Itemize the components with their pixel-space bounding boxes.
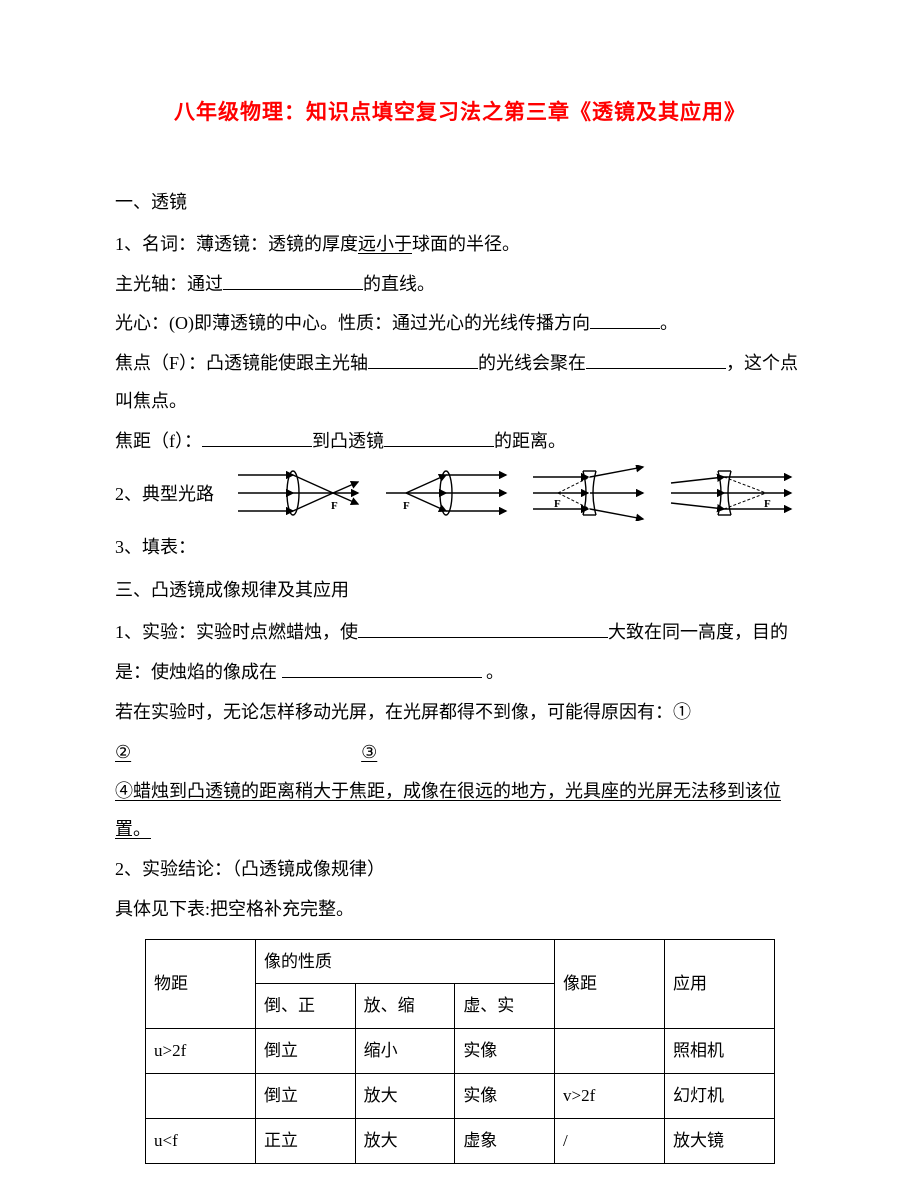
- section3-heading: 三、凸透镜成像规律及其应用: [115, 572, 805, 610]
- center-label: 光心：(O)即薄透镜的中心。性质：通过光心的光线传播方向: [115, 313, 590, 333]
- exp1-b: 大致在同一高度，目的: [608, 622, 788, 642]
- table-row: 倒立 放大 实像 v>2f 幻灯机: [146, 1074, 775, 1119]
- item3: 3、填表：: [115, 529, 805, 567]
- exp1-d: 。: [486, 662, 504, 682]
- thin-lens-suffix: 球面的半径。: [412, 234, 520, 254]
- convex-converge-icon: F: [233, 465, 363, 521]
- optical-diagrams: F F F: [224, 465, 805, 521]
- cell: /: [555, 1118, 665, 1163]
- exp2-b: ②: [115, 742, 131, 762]
- axis-suffix: 的直线。: [363, 274, 435, 294]
- cell: 实像: [455, 1074, 555, 1119]
- cell: u<f: [146, 1118, 256, 1163]
- th-image-distance: 像距: [555, 939, 665, 1029]
- concave-diverge-icon: F: [528, 465, 648, 521]
- item1-center: 光心：(O)即薄透镜的中心。性质：通过光心的光线传播方向 。: [115, 305, 805, 343]
- exp1-c: 是：使烛焰的像成在: [115, 662, 277, 682]
- focus-label-F: F: [764, 498, 771, 510]
- cell: [146, 1074, 256, 1119]
- focus-label-F: F: [331, 500, 338, 512]
- cell: 倒立: [256, 1029, 356, 1074]
- cell: 放大: [355, 1118, 455, 1163]
- focus-label-F: F: [554, 498, 561, 510]
- blank-flen1: [202, 427, 312, 447]
- exp1-line1: 1、实验：实验时点燃蜡烛，使 大致在同一高度，目的: [115, 614, 805, 652]
- cell: u>2f: [146, 1029, 256, 1074]
- th-orientation: 倒、正: [256, 984, 356, 1029]
- center-suffix: 。: [660, 313, 678, 333]
- focus-label-F: F: [403, 500, 410, 512]
- conclusion-b: 具体见下表:把空格补充完整。: [115, 891, 805, 929]
- th-virtual-real: 虚、实: [455, 984, 555, 1029]
- cell: 放大: [355, 1074, 455, 1119]
- flen-suffix: 的距离。: [494, 431, 566, 451]
- table-header-row1: 物距 像的性质 像距 应用: [146, 939, 775, 984]
- exp1-a: 1、实验：实验时点燃蜡烛，使: [115, 622, 358, 642]
- table-row: u>2f 倒立 缩小 实像 照相机: [146, 1029, 775, 1074]
- blank-focus1: [368, 349, 478, 369]
- bracket-mid: ：: [169, 274, 187, 294]
- cell: 缩小: [355, 1029, 455, 1074]
- blank-center: [590, 310, 660, 330]
- cell: 幻灯机: [665, 1074, 775, 1119]
- item2-row: 2、典型光路 F F: [115, 463, 805, 527]
- cell: [555, 1029, 665, 1074]
- axis-label: 主光轴: [115, 274, 169, 294]
- blank-axis: [223, 270, 363, 290]
- imaging-rule-table: 物距 像的性质 像距 应用 倒、正 放、缩 虚、实 u>2f 倒立 缩小 实像 …: [145, 939, 775, 1164]
- item1-prefix: 1、名词: [115, 234, 178, 254]
- blank-flen2: [384, 427, 494, 447]
- th-object-distance: 物距: [146, 939, 256, 1029]
- exp2-line2: ②③: [115, 734, 805, 772]
- cell: 虚象: [455, 1118, 555, 1163]
- item1-thin-lens: 1、名词：薄透镜：透镜的厚度远小于球面的半径。: [115, 226, 805, 264]
- blank-focus2: [586, 349, 726, 369]
- axis-text: 通过: [187, 274, 223, 294]
- cell: 正立: [256, 1118, 356, 1163]
- item2-label: 2、典型光路: [115, 476, 214, 514]
- blank-exp1b: [282, 658, 482, 678]
- th-image-property: 像的性质: [256, 939, 555, 984]
- thin-lens-underline: 远小于: [358, 234, 412, 254]
- table-row: u<f 正立 放大 虚象 / 放大镜: [146, 1118, 775, 1163]
- thin-lens-text: 薄透镜：透镜的厚度: [196, 234, 358, 254]
- exp2-a: 若在实验时，无论怎样移动光屏，在光屏都得不到像，可能得原因有：①: [115, 702, 691, 722]
- cell: 放大镜: [665, 1118, 775, 1163]
- cell: v>2f: [555, 1074, 665, 1119]
- item1-focus: 焦点（F）：凸透镜能使跟主光轴的光线会聚在，这个点叫焦点。: [115, 345, 805, 421]
- exp2-line1: 若在实验时，无论怎样移动光屏，在光屏都得不到像，可能得原因有：①: [115, 694, 805, 732]
- exp2-line3: ④蜡烛到凸透镜的距离稍大于焦距，成像在很远的地方，光具座的光屏无法移到该位置。: [115, 773, 805, 849]
- section1-heading: 一、透镜: [115, 184, 805, 222]
- convex-from-focus-icon: F: [381, 465, 511, 521]
- focus-label: 焦点（F）：凸透镜能使跟主光轴: [115, 353, 368, 373]
- concave-to-focus-icon: F: [666, 465, 796, 521]
- item1-axis: 主光轴：通过 的直线。: [115, 266, 805, 304]
- blank-exp1: [358, 618, 608, 638]
- cell: 倒立: [256, 1074, 356, 1119]
- page-title: 八年级物理：知识点填空复习法之第三章《透镜及其应用》: [115, 90, 805, 134]
- focus-mid: 的光线会聚在: [478, 353, 586, 373]
- flen-mid: 到凸透镜: [312, 431, 384, 451]
- th-application: 应用: [665, 939, 775, 1029]
- cell: 照相机: [665, 1029, 775, 1074]
- cell: 实像: [455, 1029, 555, 1074]
- item1-flen: 焦距（f）： 到凸透镜 的距离。: [115, 423, 805, 461]
- th-magnification: 放、缩: [355, 984, 455, 1029]
- exp1-line2: 是：使烛焰的像成在 。: [115, 654, 805, 692]
- flen-label: 焦距（f）：: [115, 431, 202, 451]
- conclusion-a: 2、实验结论：（凸透镜成像规律）: [115, 851, 805, 889]
- exp2-c: ③: [361, 742, 377, 762]
- bracket-top: ：: [178, 234, 196, 254]
